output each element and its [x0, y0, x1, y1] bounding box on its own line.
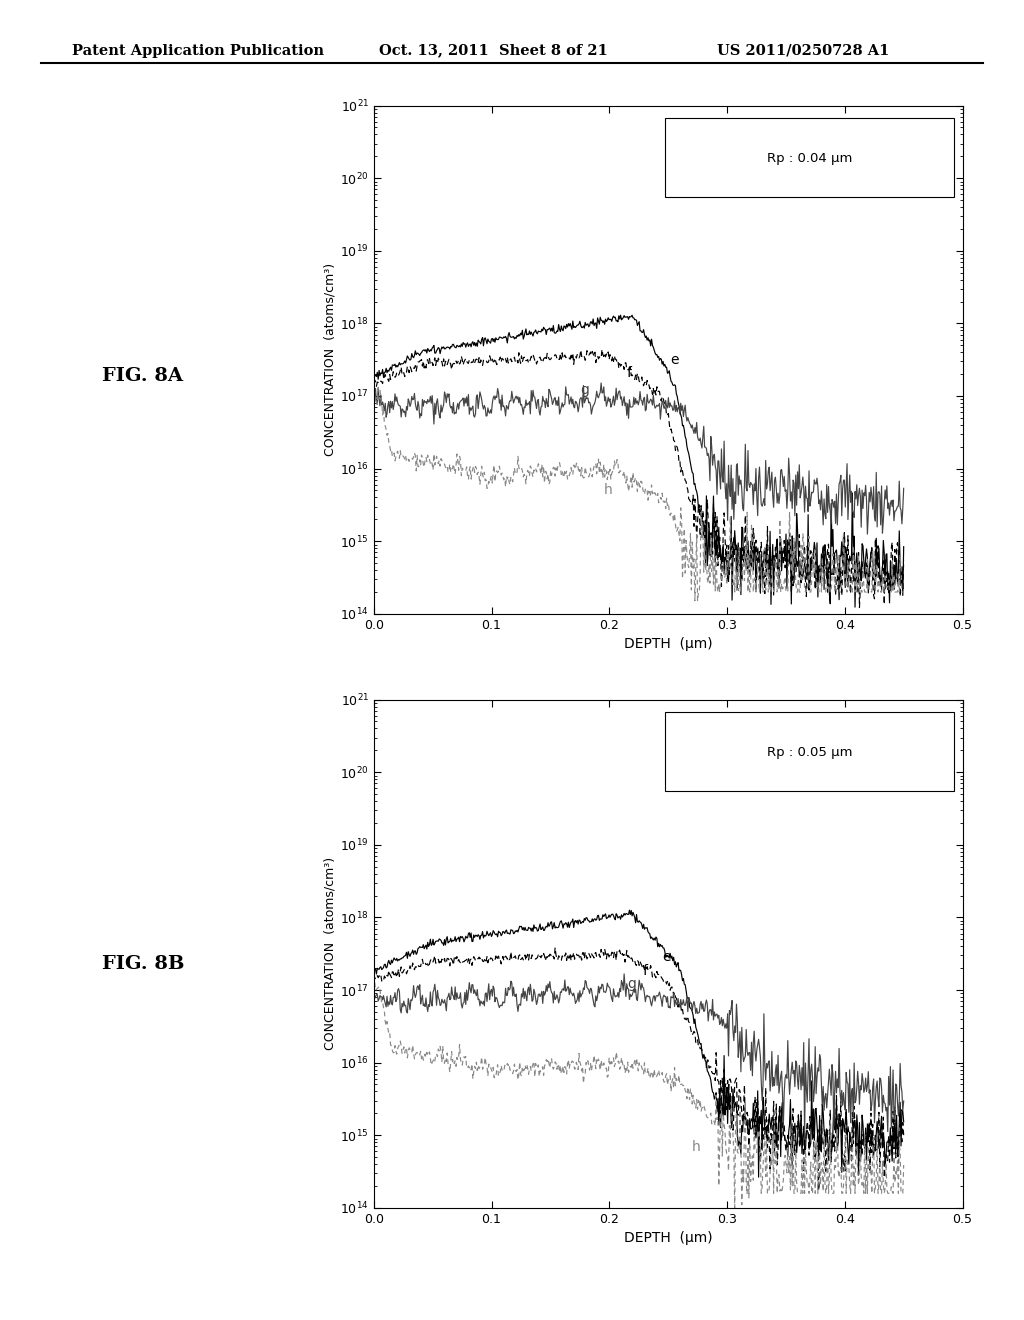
Text: e: e: [671, 352, 679, 367]
Text: US 2011/0250728 A1: US 2011/0250728 A1: [717, 44, 889, 58]
Bar: [666, 119, 953, 197]
Text: f: f: [642, 964, 647, 978]
Text: h: h: [603, 483, 612, 496]
X-axis label: DEPTH  (μm): DEPTH (μm): [624, 1232, 713, 1245]
Text: f: f: [627, 367, 632, 380]
Y-axis label: CONCENTRATION  (atoms/cm³): CONCENTRATION (atoms/cm³): [324, 857, 336, 1051]
Text: g: g: [627, 978, 636, 991]
Text: FIG. 8B: FIG. 8B: [102, 954, 185, 973]
Bar: [666, 713, 953, 791]
Y-axis label: CONCENTRATION  (atoms/cm³): CONCENTRATION (atoms/cm³): [324, 263, 336, 457]
Text: g: g: [580, 384, 589, 397]
Text: Rp : 0.04 μm: Rp : 0.04 μm: [767, 153, 852, 165]
Text: h: h: [692, 1140, 700, 1154]
Text: e: e: [663, 950, 671, 964]
X-axis label: DEPTH  (μm): DEPTH (μm): [624, 638, 713, 651]
Text: FIG. 8A: FIG. 8A: [102, 367, 183, 385]
Text: Rp : 0.05 μm: Rp : 0.05 μm: [767, 747, 852, 759]
Text: Oct. 13, 2011  Sheet 8 of 21: Oct. 13, 2011 Sheet 8 of 21: [379, 44, 608, 58]
Text: Patent Application Publication: Patent Application Publication: [72, 44, 324, 58]
